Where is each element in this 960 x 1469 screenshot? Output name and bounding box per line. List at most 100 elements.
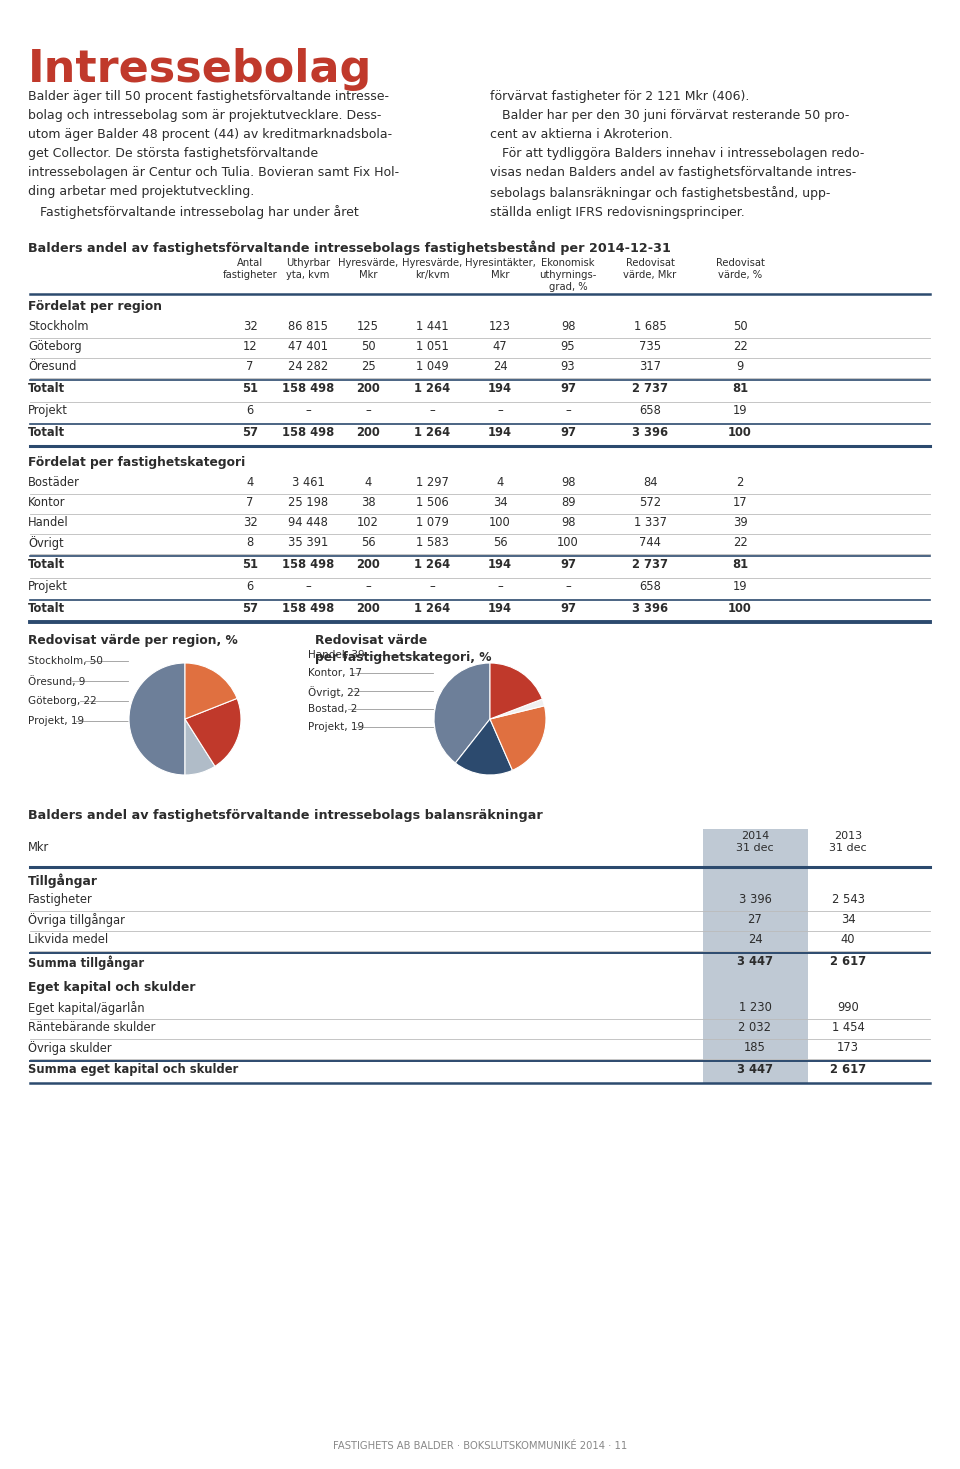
Text: 125: 125 bbox=[357, 320, 379, 333]
Text: –: – bbox=[429, 580, 435, 593]
Text: 735: 735 bbox=[639, 339, 661, 353]
Bar bbox=[703, 829, 808, 1083]
Text: 32: 32 bbox=[243, 516, 257, 529]
Wedge shape bbox=[434, 663, 490, 762]
Text: Räntebärande skulder: Räntebärande skulder bbox=[28, 1021, 156, 1034]
Text: 658: 658 bbox=[639, 580, 660, 593]
Text: Mkr: Mkr bbox=[28, 840, 49, 853]
Text: Balder äger till 50 procent fastighetsförvaltande intresse-
bolag och intressebo: Balder äger till 50 procent fastighetsfö… bbox=[28, 90, 399, 219]
Text: Ekonomisk
uthyrnings-
grad, %: Ekonomisk uthyrnings- grad, % bbox=[540, 259, 597, 292]
Text: 86 815: 86 815 bbox=[288, 320, 328, 333]
Text: 38: 38 bbox=[361, 497, 375, 508]
Text: 100: 100 bbox=[728, 426, 752, 439]
Text: 100: 100 bbox=[490, 516, 511, 529]
Text: 25: 25 bbox=[361, 360, 375, 373]
Text: Totalt: Totalt bbox=[28, 426, 65, 439]
Text: 158 498: 158 498 bbox=[282, 382, 334, 395]
Text: 200: 200 bbox=[356, 382, 380, 395]
Text: förvärvat fastigheter för 2 121 Mkr (406).
   Balder har per den 30 juni förvärv: förvärvat fastigheter för 2 121 Mkr (406… bbox=[490, 90, 864, 219]
Text: 47: 47 bbox=[492, 339, 507, 353]
Text: Göteborg: Göteborg bbox=[28, 339, 82, 353]
Text: 4: 4 bbox=[496, 476, 504, 489]
Text: 19: 19 bbox=[732, 404, 747, 417]
Text: 2 617: 2 617 bbox=[830, 1064, 866, 1075]
Text: 185: 185 bbox=[744, 1042, 766, 1053]
Text: 1 264: 1 264 bbox=[414, 558, 450, 571]
Text: 200: 200 bbox=[356, 602, 380, 616]
Text: 24: 24 bbox=[748, 933, 762, 946]
Text: Redovisat värde
per fastighetskategori, %: Redovisat värde per fastighetskategori, … bbox=[315, 635, 492, 664]
Text: Bostad, 2: Bostad, 2 bbox=[308, 704, 357, 714]
Text: FASTIGHETS AB BALDER · BOKSLUTSKOMMUNIKÉ 2014 · 11: FASTIGHETS AB BALDER · BOKSLUTSKOMMUNIKÉ… bbox=[333, 1441, 627, 1451]
Text: 22: 22 bbox=[732, 536, 748, 549]
Text: 50: 50 bbox=[361, 339, 375, 353]
Text: 6: 6 bbox=[247, 404, 253, 417]
Text: Totalt: Totalt bbox=[28, 602, 65, 616]
Text: 57: 57 bbox=[242, 426, 258, 439]
Text: Fastigheter: Fastigheter bbox=[28, 893, 93, 906]
Text: 200: 200 bbox=[356, 426, 380, 439]
Text: 1 583: 1 583 bbox=[416, 536, 448, 549]
Text: 3 447: 3 447 bbox=[737, 1064, 773, 1075]
Text: 3 396: 3 396 bbox=[632, 602, 668, 616]
Text: –: – bbox=[305, 580, 311, 593]
Text: 97: 97 bbox=[560, 602, 576, 616]
Text: 100: 100 bbox=[557, 536, 579, 549]
Text: 158 498: 158 498 bbox=[282, 426, 334, 439]
Text: –: – bbox=[365, 580, 371, 593]
Text: 51: 51 bbox=[242, 382, 258, 395]
Text: Fördelat per fastighetskategori: Fördelat per fastighetskategori bbox=[28, 455, 245, 469]
Text: –: – bbox=[305, 404, 311, 417]
Wedge shape bbox=[185, 663, 237, 718]
Text: Redovisat
värde, %: Redovisat värde, % bbox=[715, 259, 764, 281]
Text: 200: 200 bbox=[356, 558, 380, 571]
Text: 94 448: 94 448 bbox=[288, 516, 328, 529]
Text: Summa tillgångar: Summa tillgångar bbox=[28, 955, 144, 970]
Text: 100: 100 bbox=[728, 602, 752, 616]
Text: 89: 89 bbox=[561, 497, 575, 508]
Text: Kontor: Kontor bbox=[28, 497, 65, 508]
Text: 2013
31 dec: 2013 31 dec bbox=[829, 831, 867, 853]
Text: 2 032: 2 032 bbox=[738, 1021, 772, 1034]
Text: 2 617: 2 617 bbox=[830, 955, 866, 968]
Text: 7: 7 bbox=[247, 360, 253, 373]
Text: Tillgångar: Tillgångar bbox=[28, 873, 98, 887]
Text: 24: 24 bbox=[492, 360, 507, 373]
Text: –: – bbox=[429, 404, 435, 417]
Text: 2 737: 2 737 bbox=[632, 558, 668, 571]
Text: 123: 123 bbox=[489, 320, 511, 333]
Text: Handel: Handel bbox=[28, 516, 68, 529]
Text: 194: 194 bbox=[488, 602, 512, 616]
Text: Övriga tillgångar: Övriga tillgångar bbox=[28, 914, 125, 927]
Text: 1 337: 1 337 bbox=[634, 516, 666, 529]
Text: 4: 4 bbox=[365, 476, 372, 489]
Text: 3 396: 3 396 bbox=[632, 426, 668, 439]
Text: Likvida medel: Likvida medel bbox=[28, 933, 108, 946]
Text: 97: 97 bbox=[560, 426, 576, 439]
Text: 317: 317 bbox=[639, 360, 661, 373]
Text: 8: 8 bbox=[247, 536, 253, 549]
Text: Bostäder: Bostäder bbox=[28, 476, 80, 489]
Text: 81: 81 bbox=[732, 558, 748, 571]
Text: Projekt: Projekt bbox=[28, 580, 68, 593]
Wedge shape bbox=[129, 663, 185, 776]
Text: 12: 12 bbox=[243, 339, 257, 353]
Text: 1 264: 1 264 bbox=[414, 602, 450, 616]
Text: Redovisat värde per region, %: Redovisat värde per region, % bbox=[28, 635, 238, 646]
Text: 84: 84 bbox=[643, 476, 658, 489]
Text: 3 461: 3 461 bbox=[292, 476, 324, 489]
Text: Totalt: Totalt bbox=[28, 558, 65, 571]
Text: 9: 9 bbox=[736, 360, 744, 373]
Text: 24 282: 24 282 bbox=[288, 360, 328, 373]
Wedge shape bbox=[490, 699, 544, 718]
Wedge shape bbox=[185, 718, 215, 776]
Text: 1 441: 1 441 bbox=[416, 320, 448, 333]
Bar bbox=[703, 829, 808, 867]
Text: Redovisat
värde, Mkr: Redovisat värde, Mkr bbox=[623, 259, 677, 281]
Text: 3 396: 3 396 bbox=[738, 893, 772, 906]
Text: 102: 102 bbox=[357, 516, 379, 529]
Text: Kontor, 17: Kontor, 17 bbox=[308, 668, 362, 679]
Text: Övrigt, 22: Övrigt, 22 bbox=[308, 686, 360, 698]
Text: 32: 32 bbox=[243, 320, 257, 333]
Text: 658: 658 bbox=[639, 404, 660, 417]
